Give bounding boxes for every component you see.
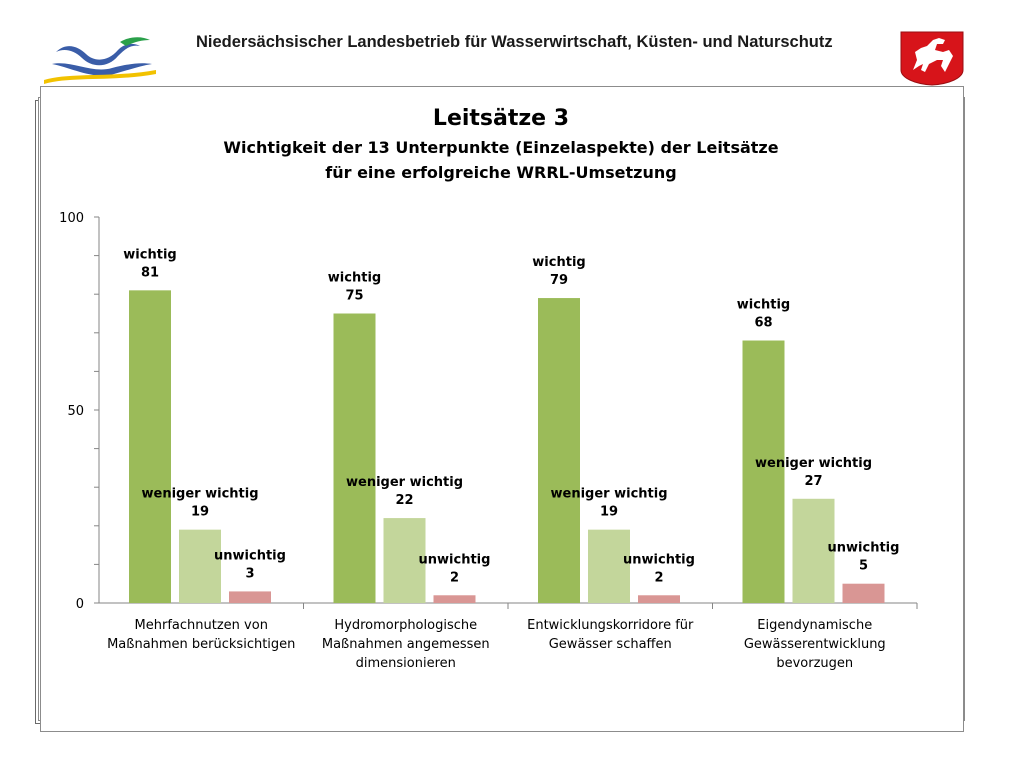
nlwkn-wave-logo-icon <box>44 37 156 84</box>
bar-weniger-wichtig <box>383 518 426 603</box>
data-label-series: wichtig <box>737 298 790 313</box>
bar-unwichtig <box>638 595 680 603</box>
data-label-series: unwichtig <box>828 541 900 556</box>
x-category-label: Eigendynamische <box>757 618 872 633</box>
data-label-value: 3 <box>245 566 254 581</box>
bar-unwichtig <box>842 583 885 603</box>
data-label-value: 2 <box>654 570 663 585</box>
chart-title: Leitsätze 3 <box>433 106 569 131</box>
y-tick-label: 50 <box>67 404 84 419</box>
chart-subtitle-line-2: für eine erfolgreiche WRRL-Umsetzung <box>325 163 676 182</box>
data-label-value: 5 <box>859 559 868 574</box>
x-category-label: Mehrfachnutzen von <box>135 618 268 633</box>
lower-saxony-horse-crest-icon <box>900 31 964 86</box>
data-label-value: 19 <box>600 505 618 520</box>
data-label-series: wichtig <box>328 271 381 286</box>
chart-frame: Leitsätze 3 Wichtigkeit der 13 Unterpunk… <box>40 86 964 732</box>
bar-wichtig <box>538 298 580 603</box>
bar-weniger-wichtig <box>179 529 221 603</box>
bar-wichtig <box>742 340 785 603</box>
data-label-value: 19 <box>191 505 209 520</box>
agency-name: Niedersächsischer Landesbetrieb für Wass… <box>196 33 833 51</box>
data-label-series: unwichtig <box>214 548 286 563</box>
data-label-series: weniger wichtig <box>346 475 463 490</box>
chart-subtitle-line-1: Wichtigkeit der 13 Unterpunkte (Einzelas… <box>223 138 778 157</box>
data-label-value: 75 <box>345 289 363 304</box>
bar-wichtig <box>333 313 376 603</box>
data-label-value: 22 <box>395 493 413 508</box>
x-category-label: Maßnahmen angemessen <box>322 637 490 652</box>
x-category-label: Entwicklungskorridore für <box>527 618 694 633</box>
x-category-label: Gewässer schaffen <box>549 637 672 652</box>
bar-unwichtig <box>433 595 476 603</box>
bar-unwichtig <box>229 591 271 603</box>
bar-weniger-wichtig <box>588 529 630 603</box>
bar-weniger-wichtig <box>792 498 835 603</box>
data-label-value: 79 <box>550 273 568 288</box>
data-label-series: unwichtig <box>419 552 491 567</box>
bar-wichtig <box>129 290 171 603</box>
bar-chart: Leitsätze 3 Wichtigkeit der 13 Unterpunk… <box>59 106 918 671</box>
data-label-series: wichtig <box>532 255 585 270</box>
y-tick-label: 100 <box>59 211 84 226</box>
x-category-label: dimensionieren <box>356 656 456 671</box>
data-label-series: weniger wichtig <box>142 487 259 502</box>
y-tick-label: 0 <box>76 597 84 612</box>
data-label-series: wichtig <box>123 247 176 262</box>
data-label-series: unwichtig <box>623 552 695 567</box>
x-category-label: Gewässerentwicklung <box>744 637 886 652</box>
data-label-value: 81 <box>141 265 159 280</box>
data-label-value: 2 <box>450 570 459 585</box>
x-category-label: Maßnahmen berücksichtigen <box>107 637 295 652</box>
data-label-series: weniger wichtig <box>755 456 872 471</box>
x-category-label: Hydromorphologische <box>334 618 477 633</box>
data-label-series: weniger wichtig <box>551 487 668 502</box>
data-label-value: 27 <box>804 474 822 489</box>
data-label-value: 68 <box>754 316 772 331</box>
plot-area: 0 50 100 wichtig 81 weniger wichtig 19 unwichti… <box>59 211 918 671</box>
x-category-label: bevorzugen <box>776 656 853 671</box>
